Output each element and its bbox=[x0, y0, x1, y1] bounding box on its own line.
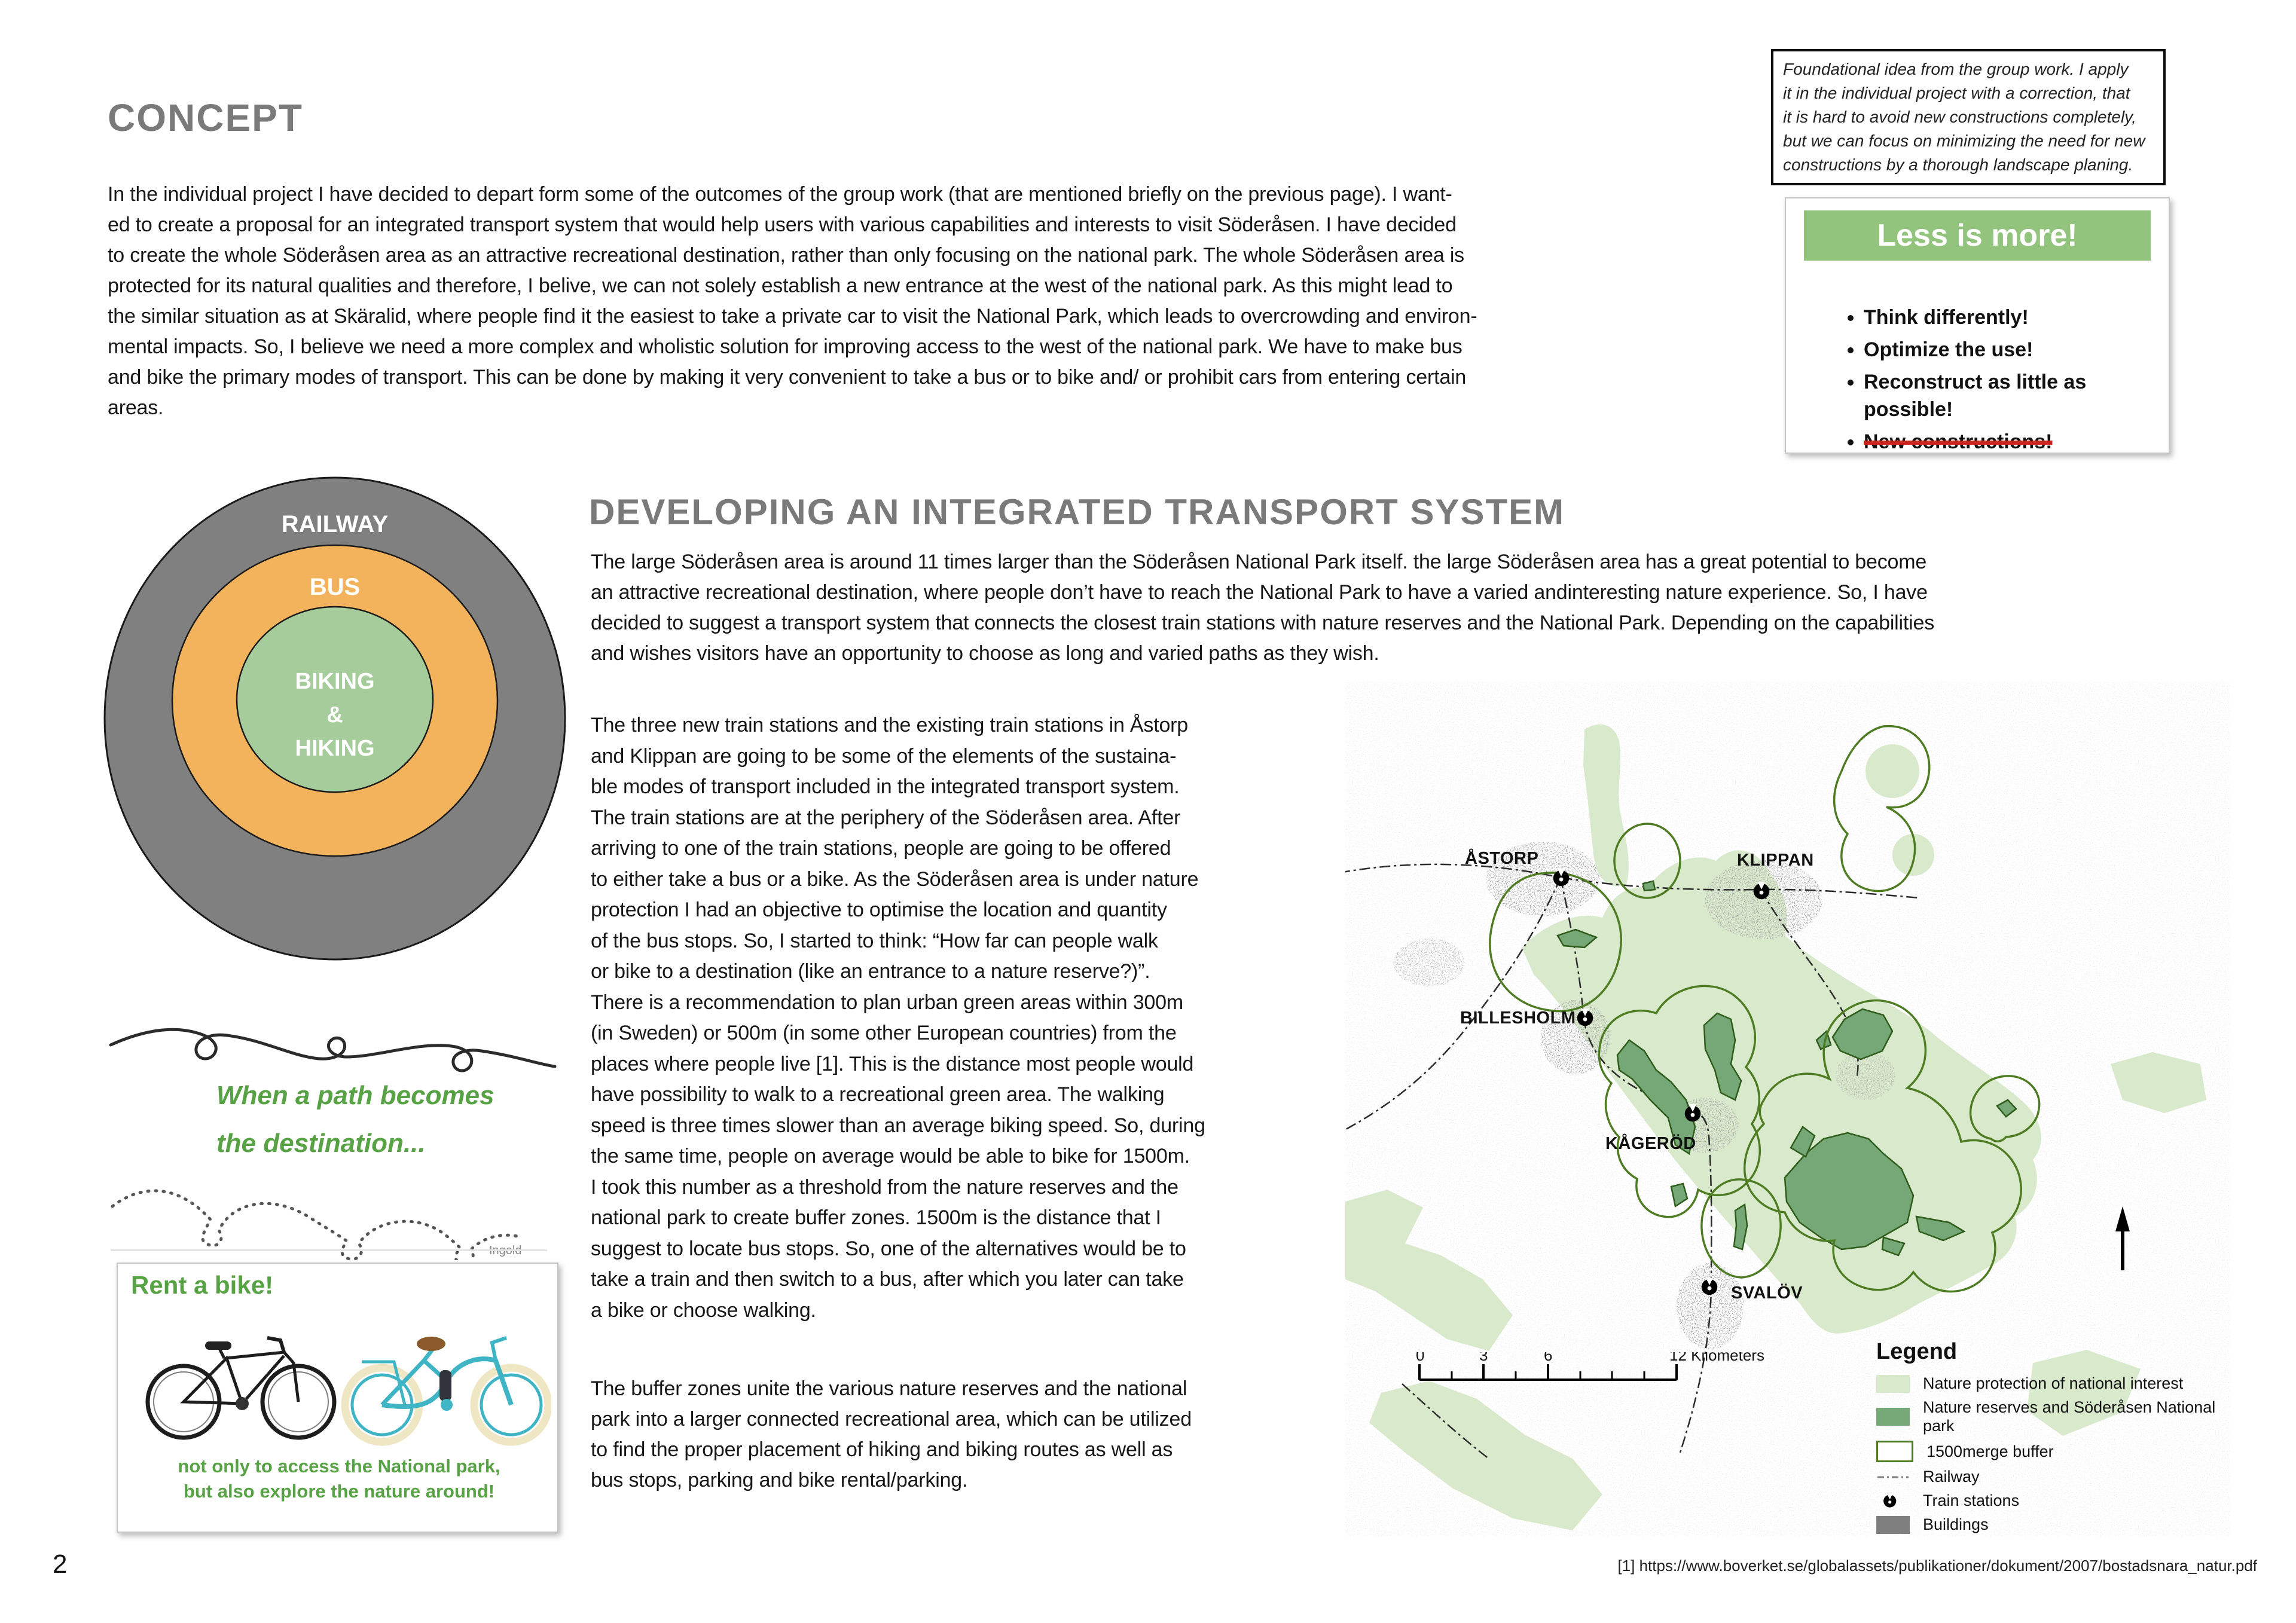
bullet-think-differently: Think differently! bbox=[1864, 304, 2121, 331]
nature-reserves bbox=[1556, 880, 2017, 1257]
buffer-paragraph: The buffer zones unite the various natur… bbox=[591, 1377, 1192, 1491]
train-station-icon bbox=[1883, 1493, 1897, 1508]
legend-title: Legend bbox=[1876, 1339, 1958, 1364]
developing-column: The three new train stations and the exi… bbox=[591, 714, 1205, 1322]
legend-row-train-stations: Train stations bbox=[1876, 1491, 2223, 1510]
path-quote-line1: When a path becomes bbox=[216, 1081, 494, 1110]
map-label-klippan: KLIPPAN bbox=[1737, 851, 1814, 870]
less-is-more-card: Less is more! Think differently! Optimiz… bbox=[1785, 197, 2170, 454]
map-label-billesholm: BILLESHOLM bbox=[1460, 1008, 1576, 1028]
buffer-zones bbox=[1489, 725, 2041, 1293]
map-label-astorp: ÅSTORP bbox=[1465, 848, 1538, 868]
legend-row-buildings: Buildings bbox=[1876, 1515, 2223, 1534]
note-box: Foundational idea from the group work. I… bbox=[1771, 49, 2166, 185]
dotted-path-line bbox=[111, 1189, 519, 1266]
map-label-svalov: SVALÖV bbox=[1731, 1283, 1803, 1303]
path-doodle: Ingold When a path becomes the destinati… bbox=[108, 1009, 562, 1266]
legend-row-nature-protection: Nature protection of national interest bbox=[1876, 1374, 2223, 1393]
biking-label: BIKING bbox=[295, 669, 375, 694]
page-title: CONCEPT bbox=[108, 96, 303, 139]
bullet-optimize-use: Optimize the use! bbox=[1864, 336, 2121, 363]
nature-protection-areas bbox=[1345, 724, 2206, 1530]
bullet-new-constructions: New constructions! bbox=[1864, 428, 2121, 456]
path-quote-line2: the destination... bbox=[216, 1129, 426, 1158]
rent-a-bike-card: Rent a bike! no bbox=[117, 1263, 558, 1533]
concept-paragraph: In the individual project I have decided… bbox=[108, 183, 1477, 419]
scale-tick-3: 3 bbox=[1479, 1352, 1488, 1364]
divider-line bbox=[111, 1249, 547, 1251]
biking-hiking-circle bbox=[236, 606, 434, 793]
teal-bike-illustration bbox=[341, 1336, 551, 1446]
gray-swatch bbox=[1876, 1515, 1910, 1534]
less-is-more-banner: Less is more! bbox=[1804, 210, 2151, 261]
bullet-reconstruct: Reconstruct as little as possible! bbox=[1864, 368, 2121, 423]
less-is-more-bullets: Think differently! Optimize the use! Rec… bbox=[1840, 304, 2139, 456]
legend-row-railway: Railway bbox=[1876, 1468, 2223, 1486]
bikes-illustration bbox=[145, 1336, 551, 1446]
bike-caption-line1: not only to access the National park, bbox=[178, 1456, 500, 1477]
transport-modes-diagram: RAILWAY BUS BIKING & HIKING bbox=[103, 476, 566, 961]
map-legend: Legend Nature protection of national int… bbox=[1876, 1339, 2223, 1539]
page-number: 2 bbox=[53, 1549, 68, 1579]
map-scale-bar: 0 3 6 12 Kilometers bbox=[1416, 1352, 1764, 1381]
squiggle-line bbox=[109, 1028, 557, 1072]
map-label-kagerod: KÅGERÖD bbox=[1605, 1133, 1696, 1153]
railway-line-icon bbox=[1877, 1476, 1909, 1478]
black-bike-illustration bbox=[145, 1336, 337, 1440]
buffer-swatch bbox=[1876, 1441, 1913, 1462]
developing-title: DEVELOPING AN INTEGRATED TRANSPORT SYSTE… bbox=[589, 492, 1565, 532]
footnote-link[interactable]: [1] https://www.boverket.se/globalassets… bbox=[1617, 1557, 2257, 1575]
ampersand-label: & bbox=[326, 702, 343, 728]
dark-green-swatch bbox=[1876, 1408, 1910, 1426]
scale-tick-6: 6 bbox=[1544, 1352, 1552, 1364]
hiking-label: HIKING bbox=[295, 736, 375, 761]
scale-tick-12: 12 Kilometers bbox=[1669, 1352, 1764, 1364]
rent-a-bike-title: Rent a bike! bbox=[131, 1271, 274, 1299]
soderasen-map: ÅSTORP KLIPPAN BILLESHOLM KÅGERÖD SVALÖV bbox=[1345, 681, 2230, 1536]
developing-intro: The large Söderåsen area is around 11 ti… bbox=[591, 551, 1935, 665]
scale-tick-0: 0 bbox=[1416, 1352, 1424, 1364]
legend-row-buffer: 1500merge buffer bbox=[1876, 1441, 2223, 1462]
light-green-swatch bbox=[1876, 1374, 1910, 1393]
north-arrow-icon bbox=[2115, 1206, 2130, 1270]
bus-label: BUS bbox=[310, 574, 360, 600]
railway-label: RAILWAY bbox=[282, 511, 389, 537]
bike-caption-line2: but also explore the nature around! bbox=[183, 1481, 495, 1502]
legend-row-nature-reserves: Nature reserves and Söderåsen National p… bbox=[1876, 1398, 2223, 1435]
